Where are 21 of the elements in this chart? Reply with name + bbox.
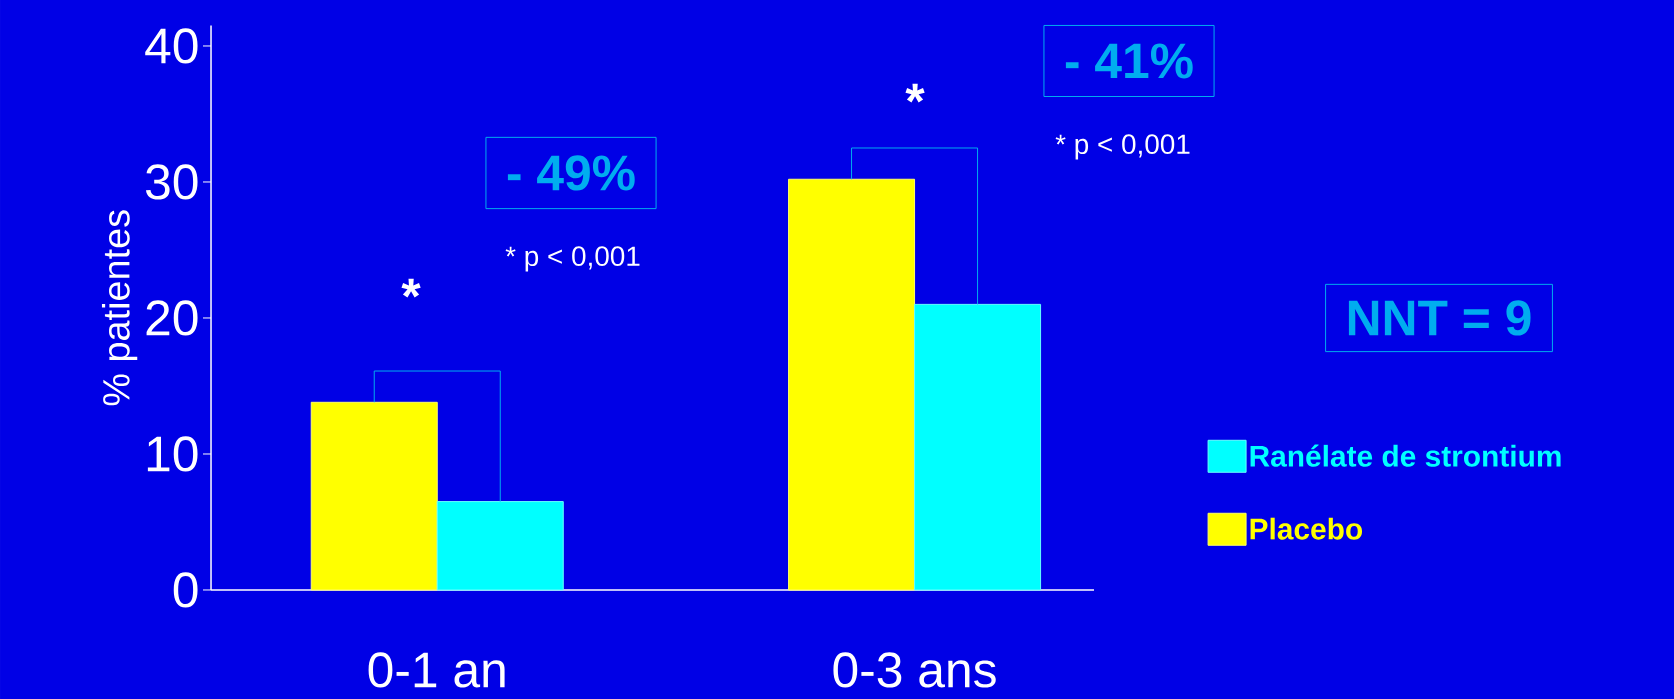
annotation: - 49% (507, 155, 635, 191)
bar (310, 401, 438, 591)
bar (436, 501, 564, 591)
annotation: - 41% (1065, 43, 1193, 79)
annotation: * (905, 83, 925, 103)
y-axis-title: % patientes (101, 210, 138, 406)
bar (914, 303, 1042, 591)
y-tick-label: 20 (146, 300, 198, 336)
annotation: * (401, 278, 421, 298)
y-tick-label: 30 (145, 164, 198, 200)
legend-label: Ranélate de strontium (1250, 444, 1561, 467)
text: NNT = 9 (1348, 300, 1531, 336)
y-tick-label: 40 (145, 28, 198, 64)
bar (788, 178, 916, 591)
legend-label: Placebo (1250, 517, 1363, 540)
annotation: * p < 0,001 (505, 246, 640, 272)
x-tick-label: 0-3 ans (833, 652, 996, 688)
y-tick-label: 10 (147, 436, 198, 472)
y-tick-label: 0 (173, 572, 198, 608)
annotation: * p < 0,001 (1055, 134, 1190, 160)
x-tick-label: 0-1 an (368, 652, 505, 688)
